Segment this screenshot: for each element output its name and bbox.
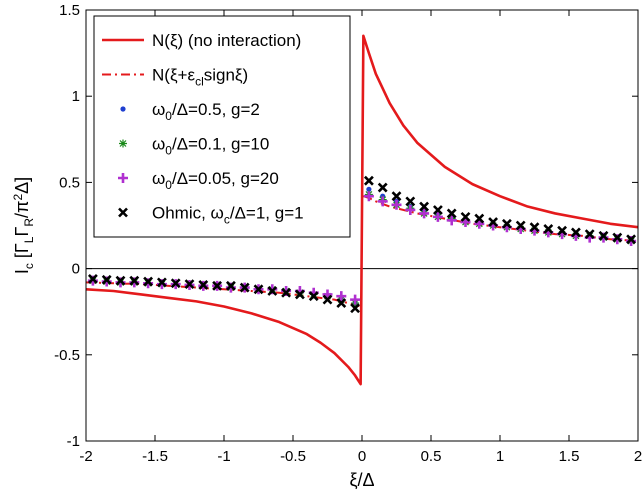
legend-entry: ω0/Δ=0.05, g=20 bbox=[118, 169, 279, 192]
legend: N(ξ) (no interaction) N(ξ+εclsignξ) ω0/Δ=0… bbox=[93, 15, 351, 238]
series-line-shifted-positive bbox=[363, 195, 639, 243]
data-point bbox=[363, 175, 374, 186]
legend-swatch-marker bbox=[118, 207, 128, 218]
data-point bbox=[366, 186, 372, 192]
data-point bbox=[515, 220, 526, 231]
data-point bbox=[350, 294, 361, 305]
data-point bbox=[405, 204, 416, 215]
data-point bbox=[156, 277, 167, 288]
legend-entry: N(ξ+εclsignξ) bbox=[102, 66, 248, 89]
data-point bbox=[377, 182, 388, 193]
data-point bbox=[322, 294, 333, 305]
legend-entry: ω0/Δ=0.1, g=10 bbox=[119, 135, 269, 158]
data-point bbox=[432, 211, 443, 222]
x-tick-label: 2 bbox=[634, 448, 642, 465]
data-point bbox=[419, 208, 430, 219]
legend-label: Ohmic, ωc/Δ=1, g=1 bbox=[152, 204, 304, 227]
data-point bbox=[308, 291, 319, 302]
data-point bbox=[336, 298, 347, 308]
data-point bbox=[212, 280, 223, 291]
data-point bbox=[598, 230, 609, 241]
x-tick-label: -2 bbox=[79, 448, 92, 465]
data-point bbox=[432, 205, 443, 215]
data-point bbox=[405, 196, 416, 207]
data-point bbox=[281, 287, 292, 298]
legend-entry: Ohmic, ωc/Δ=1, g=1 bbox=[118, 204, 304, 227]
series-layer bbox=[85, 34, 639, 386]
x-tick-label: 1 bbox=[496, 448, 504, 465]
data-point bbox=[143, 276, 154, 287]
series-6 bbox=[87, 175, 637, 314]
data-point bbox=[446, 215, 457, 226]
data-point bbox=[460, 211, 471, 222]
data-point bbox=[529, 222, 540, 233]
data-point bbox=[225, 280, 236, 291]
y-tick-label: 0 bbox=[72, 261, 80, 278]
data-point bbox=[170, 278, 181, 289]
data-point bbox=[87, 274, 98, 284]
data-point bbox=[488, 217, 499, 227]
data-point bbox=[570, 227, 581, 238]
legend-label: N(ξ) (no interaction) bbox=[152, 31, 301, 50]
x-tick-label: -0.5 bbox=[280, 448, 306, 465]
x-tick-label: 1.5 bbox=[559, 448, 580, 465]
data-point bbox=[626, 234, 637, 245]
data-point bbox=[294, 289, 305, 300]
data-point bbox=[391, 199, 402, 210]
axes-layer: -2 -1.5 -1 -0.5 0 0.5 1 1.5 2 -1 -0.5 0 0.5 1 1.5 ξ/Δ Ic… bbox=[11, 2, 642, 490]
legend-label: ω0/Δ=0.5, g=2 bbox=[152, 100, 260, 123]
data-point bbox=[198, 280, 209, 290]
y-axis-label-group: Ic [ΓLΓR/π2Δ] bbox=[11, 177, 36, 274]
series-1 bbox=[85, 34, 639, 386]
data-point bbox=[377, 196, 388, 207]
data-point bbox=[184, 279, 195, 290]
data-point bbox=[115, 275, 126, 286]
legend-label: ω0/Δ=0.1, g=10 bbox=[152, 135, 269, 158]
data-point bbox=[336, 291, 347, 302]
data-point bbox=[474, 213, 485, 224]
y-tick-label: 1 bbox=[72, 88, 80, 105]
legend-swatch-marker bbox=[118, 173, 128, 183]
data-point bbox=[446, 208, 457, 219]
x-tick-label: -1 bbox=[217, 448, 230, 465]
legend-entry: N(ξ) (no interaction) bbox=[102, 31, 301, 50]
x-tick-label: -1.5 bbox=[142, 448, 168, 465]
series-line-no-interaction bbox=[85, 34, 639, 386]
data-point bbox=[253, 284, 264, 295]
data-point bbox=[363, 191, 374, 202]
legend-label: N(ξ+εclsignξ) bbox=[152, 66, 248, 89]
data-point bbox=[460, 217, 471, 228]
data-point bbox=[543, 224, 554, 234]
data-point bbox=[350, 303, 361, 314]
y-tick-label: -1 bbox=[67, 433, 80, 450]
data-point bbox=[267, 286, 278, 296]
legend-swatch-marker bbox=[120, 106, 126, 112]
y-tick-label: 1.5 bbox=[59, 2, 80, 19]
data-point bbox=[391, 191, 402, 202]
x-tick-label: 0 bbox=[358, 448, 366, 465]
y-tick-label: 0.5 bbox=[59, 174, 80, 191]
data-point bbox=[322, 289, 333, 300]
data-point bbox=[129, 275, 140, 286]
x-axis-label: ξ/Δ bbox=[349, 470, 374, 490]
data-point bbox=[584, 229, 595, 240]
legend-box bbox=[93, 15, 351, 238]
data-point bbox=[557, 225, 568, 236]
legend-entry: ω0/Δ=0.5, g=2 bbox=[120, 100, 260, 123]
legend-swatch-marker bbox=[119, 139, 127, 148]
data-point bbox=[239, 282, 250, 293]
y-axis-label: Ic [ΓLΓR/π2Δ] bbox=[11, 177, 36, 274]
data-point bbox=[612, 232, 623, 243]
legend-label: ω0/Δ=0.05, g=20 bbox=[152, 169, 279, 192]
x-tick-label: 0.5 bbox=[421, 448, 442, 465]
data-point bbox=[101, 274, 112, 285]
y-tick-label: -0.5 bbox=[54, 347, 80, 364]
data-point bbox=[419, 201, 430, 212]
data-point bbox=[474, 218, 485, 229]
data-point bbox=[501, 218, 512, 229]
